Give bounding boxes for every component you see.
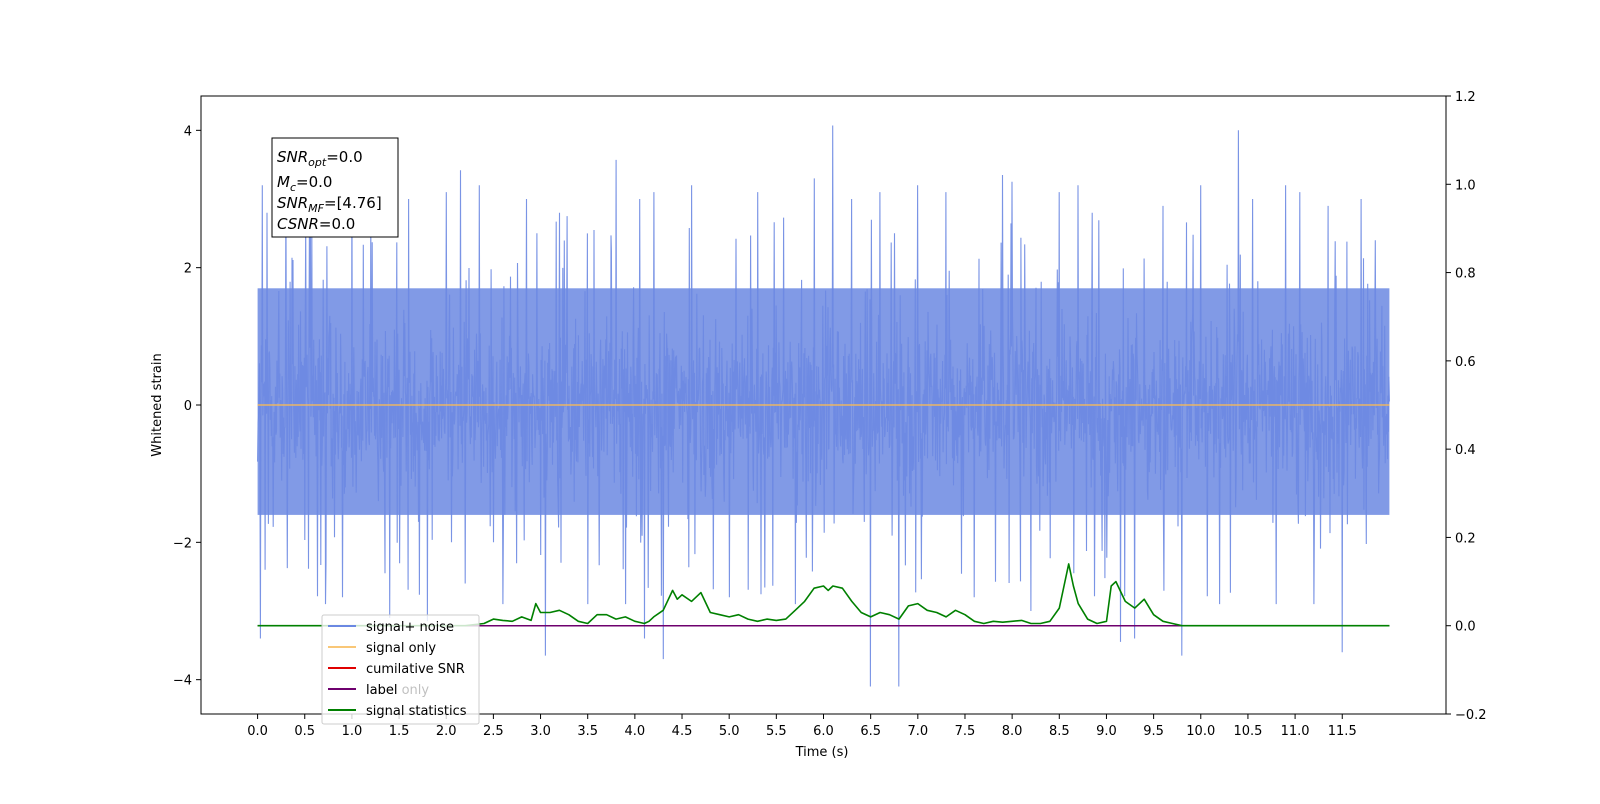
x-tick-label: 4.5 <box>672 724 693 739</box>
annotation-snr-mf: SNRMF=[4.76] <box>277 194 382 215</box>
legend-label-signal-noise: signal+ noise <box>366 620 454 635</box>
y-axis-label: Whitened strain <box>150 353 165 456</box>
y-tick-label: 2 <box>184 262 192 277</box>
y2-tick-label: −0.2 <box>1455 708 1487 723</box>
x-axis: 0.0 0.5 1.0 1.5 2.0 2.5 3.0 3.5 4.0 4.5 5.0 5.5 6.0 6… <box>247 714 1357 739</box>
y-axis-right: −0.2 0.0 0.2 0.4 0.6 0.8 1.0 1.2 <box>1446 90 1487 723</box>
legend-label-cumulative-snr: cumilative SNR <box>366 662 465 677</box>
legend-label-label-only: label only <box>366 683 429 698</box>
annotation-frame <box>271 137 399 238</box>
y-tick-label: −4 <box>173 674 192 689</box>
signal-statistics-line <box>257 563 1390 627</box>
x-tick-label: 2.5 <box>483 724 504 739</box>
y-tick-label: 0 <box>184 399 192 414</box>
annotation-box: SNRopt=0.0 Mc=0.0 SNRMF=[4.76] CSNR=0.0 <box>271 137 399 238</box>
annotation-mc: Mc=0.0 <box>277 173 332 194</box>
y-tick-label: −2 <box>173 536 192 551</box>
x-tick-label: 2.0 <box>436 724 457 739</box>
x-tick-label: 7.5 <box>955 724 976 739</box>
x-tick-label: 9.5 <box>1143 724 1164 739</box>
signal-noise-line <box>257 125 1390 687</box>
y-axis-left: −4 −2 0 2 4 <box>173 124 201 689</box>
x-tick-label: 6.5 <box>860 724 881 739</box>
x-tick-label: 5.0 <box>719 724 740 739</box>
x-tick-label: 8.5 <box>1049 724 1070 739</box>
x-tick-label: 0.5 <box>294 724 315 739</box>
x-tick-label: 5.5 <box>766 724 787 739</box>
legend-frame <box>321 614 480 725</box>
x-tick-label: 1.5 <box>389 724 410 739</box>
y2-tick-label: 0.4 <box>1455 443 1476 458</box>
legend-label-signal-statistics: signal statistics <box>366 704 467 719</box>
y2-tick-label: 0.8 <box>1455 267 1476 282</box>
x-tick-label: 1.0 <box>342 724 363 739</box>
y2-tick-label: 0.6 <box>1455 355 1476 370</box>
legend-label-signal-only: signal only <box>366 641 436 656</box>
x-tick-label: 10.0 <box>1186 724 1215 739</box>
x-tick-label: 8.0 <box>1002 724 1023 739</box>
y2-tick-label: 0.2 <box>1455 531 1476 546</box>
legend: signal+ noise signal only cumilative SNR… <box>321 614 480 725</box>
annotation-csnr: CSNR=0.0 <box>277 215 355 233</box>
x-tick-label: 3.0 <box>530 724 551 739</box>
annotation-snr-opt: SNRopt=0.0 <box>277 148 363 169</box>
y2-tick-label: 1.0 <box>1455 178 1476 193</box>
x-tick-label: 11.0 <box>1281 724 1310 739</box>
y-tick-label: 4 <box>184 124 192 139</box>
x-tick-label: 11.5 <box>1328 724 1357 739</box>
legend-label-label: label <box>366 683 397 698</box>
y2-tick-label: 0.0 <box>1455 620 1476 635</box>
x-tick-label: 4.0 <box>625 724 646 739</box>
x-axis-label: Time (s) <box>795 745 849 760</box>
signal-noise-series <box>257 125 1390 687</box>
x-tick-label: 7.0 <box>907 724 928 739</box>
x-tick-label: 9.0 <box>1096 724 1117 739</box>
x-tick-label: 10.5 <box>1233 724 1262 739</box>
x-tick-label: 6.0 <box>813 724 834 739</box>
x-tick-label: 0.0 <box>247 724 268 739</box>
y2-tick-label: 1.2 <box>1455 90 1476 105</box>
x-tick-label: 3.5 <box>577 724 598 739</box>
